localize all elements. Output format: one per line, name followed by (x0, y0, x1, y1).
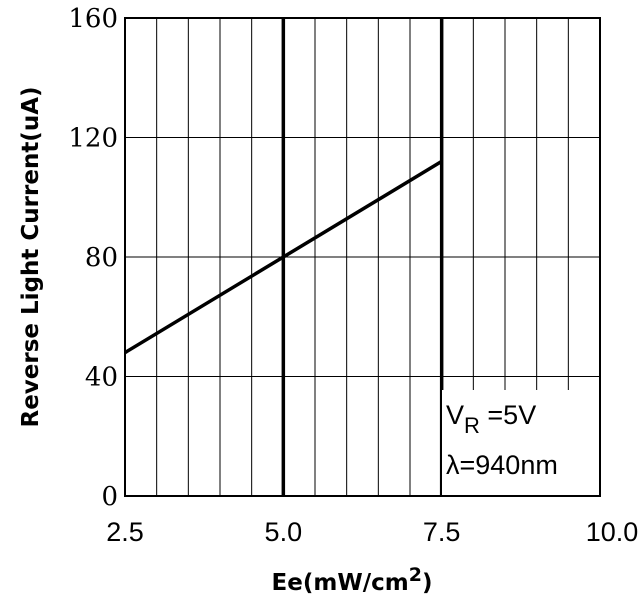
series-layer (124, 159, 443, 355)
x-axis-title: Ee(mW/cm2) (272, 564, 433, 596)
y-tick-labels: 0 40 80 120 160 (68, 4, 118, 512)
wavelength-annotation: λ=940nm (446, 450, 558, 480)
conditions-box (442, 390, 600, 496)
y-tick-label: 0 (101, 482, 118, 512)
x-tick-label: 7.5 (423, 517, 461, 547)
vr-annotation: VR =5V (446, 400, 536, 438)
y-tick-label: 120 (68, 124, 118, 154)
grid (125, 18, 600, 496)
x-tick-labels: 2.5 5.0 7.5 10.0 (106, 517, 638, 547)
y-tick-label: 80 (85, 243, 118, 273)
y-tick-label: 160 (68, 4, 118, 34)
series-line (124, 159, 443, 355)
y-axis-title: Reverse Light Current(uA) (18, 86, 44, 427)
y-tick-label: 40 (85, 363, 118, 393)
plot-border (124, 17, 601, 497)
x-tick-label: 10.0 (586, 517, 639, 547)
x-tick-label: 2.5 (106, 517, 144, 547)
x-tick-label: 5.0 (265, 517, 303, 547)
